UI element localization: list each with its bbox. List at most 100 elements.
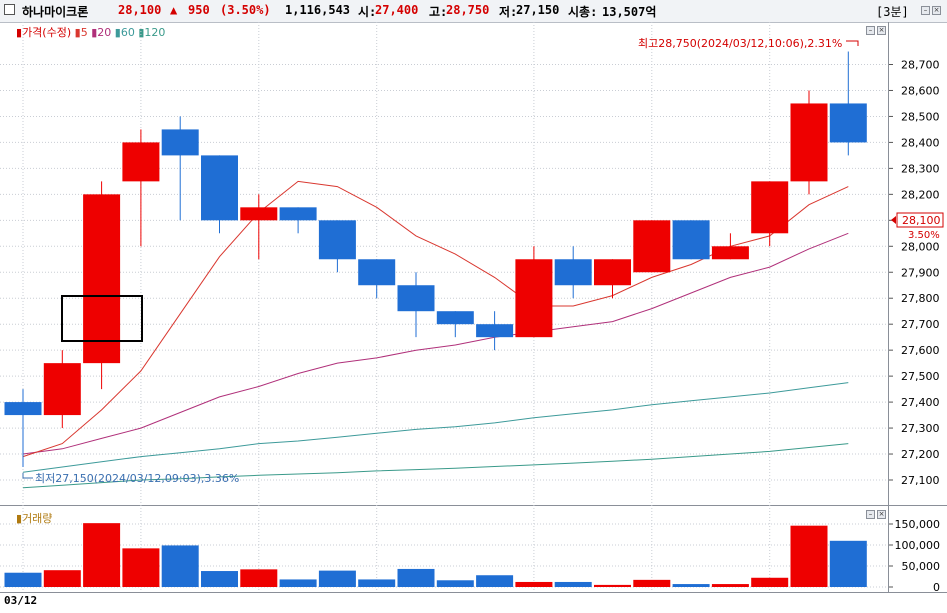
volume-bar xyxy=(436,580,474,587)
open-label: 시: xyxy=(358,5,377,19)
close-icon[interactable]: × xyxy=(932,6,941,15)
price-tick-label: 28,300 xyxy=(901,162,940,175)
low-label: 저: xyxy=(499,5,518,19)
low-annotation-arrow-icon xyxy=(22,473,33,479)
candle-body xyxy=(83,194,121,364)
price-panel-close-icon[interactable]: × xyxy=(877,26,886,35)
price-panel xyxy=(0,22,947,506)
candle-body xyxy=(161,129,199,156)
legend-ma20-icon: ▮ xyxy=(91,26,98,39)
volume-bar xyxy=(672,584,710,587)
volume-tick-label: 0 xyxy=(933,581,940,594)
minimize-icon[interactable]: – xyxy=(921,6,930,15)
volume-bar xyxy=(161,545,199,587)
candle-body xyxy=(201,155,238,221)
price-tick-label: 27,600 xyxy=(901,344,940,357)
volume-bar xyxy=(790,525,828,587)
price-tick-label: 28,000 xyxy=(901,240,940,253)
high-annotation-arrow-icon xyxy=(846,40,859,46)
candle-body xyxy=(515,259,553,338)
stock-name[interactable]: 하나마이크론 xyxy=(22,5,89,19)
candle-body xyxy=(594,259,631,286)
legend-volume-label: 거래량 xyxy=(22,512,53,525)
change-arrow: ▲ xyxy=(170,3,178,17)
current-price: 28,100 xyxy=(118,3,162,17)
moving-average-lines xyxy=(22,180,849,489)
candle-body xyxy=(240,207,278,221)
candle-body xyxy=(751,181,789,234)
volume-bar xyxy=(476,575,514,587)
price-tick-label: 27,900 xyxy=(901,266,940,279)
ma120-line xyxy=(22,443,849,489)
volume-tick-label: 150,000 xyxy=(895,518,941,531)
candle-body xyxy=(672,220,710,260)
volume-legend: ▮거래량 xyxy=(16,510,52,526)
volume-panel-minimize-icon[interactable]: – xyxy=(866,510,875,519)
price-tick-label: 27,400 xyxy=(901,396,940,409)
candle-body xyxy=(318,220,356,260)
volume-bar xyxy=(83,523,121,587)
candle-body xyxy=(436,311,474,325)
price-panel-minimize-icon[interactable]: – xyxy=(866,26,875,35)
price-tick-label: 28,700 xyxy=(901,59,940,72)
time-axis: 03/12 xyxy=(0,592,947,613)
volume-bar xyxy=(43,570,81,587)
current-price-box xyxy=(896,212,944,228)
volume-bar xyxy=(240,569,278,587)
candle-body xyxy=(358,259,396,286)
price-tick-label: 28,600 xyxy=(901,84,940,97)
price-tick-label: 27,200 xyxy=(901,448,940,461)
current-price-axis-label: 28,100 xyxy=(902,214,941,227)
volume-panel-close-icon[interactable]: × xyxy=(877,510,886,519)
selection-box[interactable] xyxy=(61,295,143,342)
high-label: 고: xyxy=(429,5,448,19)
high-annotation: 최고28,750(2024/03/12,10:06),2.31% xyxy=(638,37,842,50)
price-tick-label: 27,100 xyxy=(901,474,940,487)
candle-body xyxy=(397,285,435,312)
legend-ma60-icon: ▮ xyxy=(114,26,121,39)
grid-lines xyxy=(0,22,888,592)
candle-body xyxy=(4,402,42,416)
price-tick-label: 28,400 xyxy=(901,136,940,149)
volume-bar xyxy=(358,579,396,587)
volume-tick-label: 100,000 xyxy=(895,539,941,552)
price-tick-label: 27,300 xyxy=(901,422,940,435)
legend-ma120: 120 xyxy=(144,26,166,39)
price-tick-label: 27,800 xyxy=(901,292,940,305)
volume-bar xyxy=(4,572,42,587)
ma60-line xyxy=(22,382,849,473)
candle-body xyxy=(829,103,867,143)
volume-bar xyxy=(829,540,867,587)
volume-bar xyxy=(633,579,671,587)
price-tick-label: 28,200 xyxy=(901,188,940,201)
y-axis-labels: 27,100 27,200 27,300 27,400 27,500 27,600 27,7… xyxy=(888,59,941,594)
volume-bar xyxy=(711,584,749,587)
right-axis-divider xyxy=(888,22,889,592)
change-value: 950 xyxy=(188,3,210,17)
interval-selector[interactable]: [3분] xyxy=(876,5,909,19)
volume-bar xyxy=(515,581,553,587)
volume-bar xyxy=(594,584,631,587)
legend-price-label: 가격(수정) xyxy=(22,26,72,39)
volume-bar xyxy=(318,570,356,587)
volume-bars xyxy=(4,523,867,587)
current-percent-axis-label: 3.50% xyxy=(908,230,940,241)
header-checkbox[interactable] xyxy=(4,4,15,15)
legend-volume-icon: ▮ xyxy=(16,512,23,525)
legend-ma20: 20 xyxy=(97,26,112,39)
price-tick-label: 28,500 xyxy=(901,110,940,123)
volume-bar xyxy=(751,577,789,587)
low-annotation: 최저27,150(2024/03/12,09:03),3.36% xyxy=(35,472,239,485)
price-tick-label: 27,500 xyxy=(901,370,940,383)
ma5-line xyxy=(22,180,849,458)
candle-body xyxy=(279,207,317,221)
candle-body xyxy=(711,246,749,260)
price-tick-label: 27,700 xyxy=(901,318,940,331)
volume-bar xyxy=(554,581,592,587)
change-percent: (3.50%) xyxy=(220,3,271,17)
mcap-value: 13,507억 xyxy=(602,5,657,19)
volume-bar xyxy=(122,548,160,587)
stock-header: 하나마이크론 28,100 ▲ 950 (3.50%) 1,116,543 시:… xyxy=(0,0,947,23)
volume-value: 1,116,543 xyxy=(285,3,351,17)
